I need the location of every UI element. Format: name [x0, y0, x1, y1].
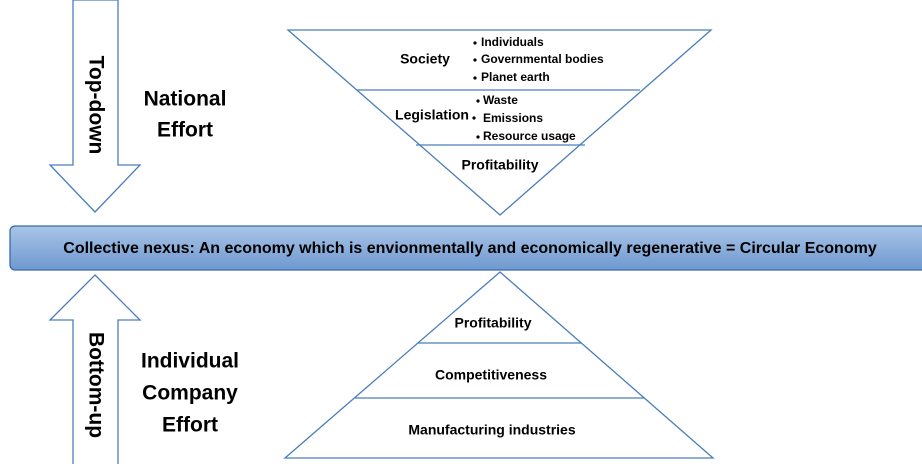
bullet: Waste	[483, 93, 518, 107]
down-arrow	[48, 0, 142, 213]
nexus-banner	[9, 225, 922, 271]
level-label: Society	[400, 51, 450, 67]
effort-text: National	[144, 88, 227, 111]
effort-text: Individual	[141, 350, 239, 373]
bullet: Resource usage	[483, 129, 576, 143]
bullet: Planet earth	[481, 70, 550, 84]
level-label: Competitiveness	[435, 367, 547, 383]
up-arrow	[48, 274, 142, 464]
arrow-label: Bottom-up	[84, 332, 107, 438]
bullet-dots	[472, 41, 480, 139]
bullet: Emissions	[483, 111, 543, 125]
effort-text: Effort	[157, 119, 213, 142]
level-label: Legislation	[395, 107, 469, 123]
bullet: Governmental bodies	[481, 52, 604, 66]
level-label: Profitability	[461, 157, 538, 173]
effort-text: Company	[142, 382, 238, 405]
pyramid	[283, 271, 715, 459]
bullet: Individuals	[481, 35, 544, 49]
level-label: Manufacturing industries	[408, 422, 575, 438]
effort-text: Effort	[162, 414, 218, 437]
inverted-pyramid	[286, 29, 713, 216]
nexus-text: Collective nexus: An economy which is en…	[63, 240, 877, 257]
arrow-label: Top-down	[84, 56, 107, 155]
level-label: Profitability	[454, 315, 531, 331]
